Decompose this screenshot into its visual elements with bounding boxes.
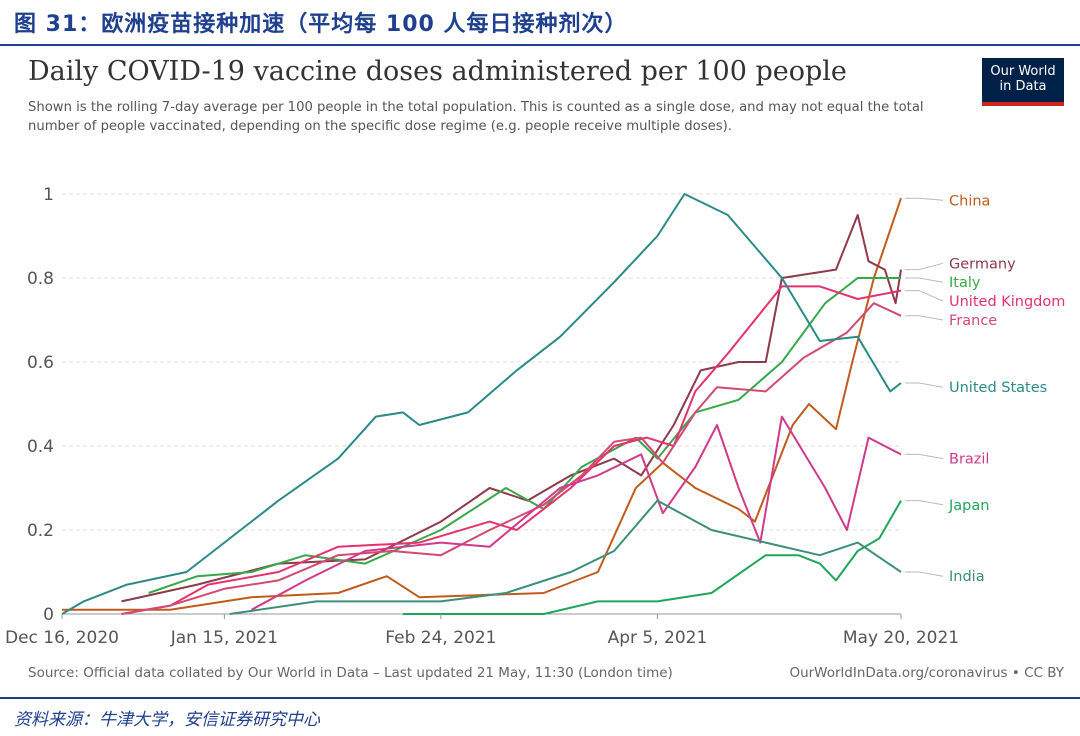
label-connector-germany	[905, 262, 944, 271]
x-tick-label: Feb 24, 2021	[385, 628, 496, 648]
series-label-india[interactable]: India	[949, 569, 985, 585]
x-tick-label: Dec 16, 2020	[5, 628, 119, 648]
logo-line-2: in Data	[999, 79, 1047, 94]
label-connector-france	[905, 315, 944, 321]
series-line-india[interactable]	[229, 499, 902, 615]
grid-lines	[62, 193, 901, 615]
label-connector-japan	[905, 500, 944, 506]
logo-line-1: Our World	[990, 64, 1056, 79]
y-tick-label: 1	[43, 185, 54, 205]
y-tick-label: 0.2	[27, 521, 54, 541]
series-label-japan[interactable]: Japan	[948, 498, 989, 514]
report-source: 资料来源：牛津大学，安信证券研究中心	[14, 710, 320, 730]
series-line-brazil[interactable]	[251, 415, 902, 611]
series-line-china[interactable]	[62, 197, 902, 611]
series-line-germany[interactable]	[121, 214, 902, 603]
figure-caption: 图 31：欧洲疫苗接种加速（平均每 100 人每日接种剂次）	[14, 12, 628, 37]
series-label-united-kingdom[interactable]: United Kingdom	[949, 294, 1065, 310]
label-connector-india	[905, 571, 944, 577]
series-label-united-states[interactable]: United States	[949, 380, 1047, 396]
y-tick-label: 0.6	[27, 353, 54, 373]
label-connector-italy	[905, 277, 944, 283]
chart-source-note: Source: Official data collated by Our Wo…	[28, 665, 673, 681]
chart-title: Daily COVID-19 vaccine doses administere…	[28, 56, 847, 87]
series-label-china[interactable]: China	[949, 193, 990, 209]
header-divider	[0, 44, 1080, 46]
line-chart: 0 0.2 0.4 0.6 0.8 1 Dec 16, 2020 Jan 15, 2021 Fe…	[5, 185, 1065, 648]
logo-stripe	[982, 102, 1064, 106]
y-tick-label: 0.4	[27, 437, 54, 457]
label-connector-china	[905, 197, 944, 201]
series-line-united-states[interactable]	[61, 193, 902, 615]
chart-subtitle: Shown is the rolling 7-day average per 1…	[28, 100, 924, 134]
series-end-labels: China Germany Italy United Kingdom France Uni…	[905, 193, 1065, 585]
x-tick-label: May 20, 2021	[843, 628, 959, 648]
y-tick-label: 0	[43, 605, 54, 625]
series-line-japan[interactable]	[403, 500, 902, 615]
chart-source-link[interactable]: OurWorldInData.org/coronavirus • CC BY	[789, 665, 1064, 681]
owid-logo[interactable]: Our World in Data	[982, 58, 1064, 106]
axis-ticks: 0 0.2 0.4 0.6 0.8 1 Dec 16, 2020 Jan 15, 2021 Fe…	[5, 185, 959, 648]
label-connector-united-kingdom	[905, 290, 944, 302]
series-lines	[61, 193, 902, 615]
series-line-italy[interactable]	[148, 277, 901, 594]
series-line-united-kingdom[interactable]	[121, 285, 902, 615]
y-tick-label: 0.8	[27, 269, 54, 289]
x-tick-label: Jan 15, 2021	[170, 628, 278, 648]
series-label-germany[interactable]: Germany	[949, 256, 1016, 272]
series-label-france[interactable]: France	[949, 313, 997, 329]
series-label-brazil[interactable]: Brazil	[949, 452, 989, 468]
series-label-italy[interactable]: Italy	[949, 275, 981, 291]
footer-divider	[0, 697, 1080, 699]
series-line-france[interactable]	[121, 302, 902, 615]
label-connector-united-states	[905, 382, 944, 388]
label-connector-brazil	[905, 453, 944, 460]
x-tick-label: Apr 5, 2021	[608, 628, 708, 648]
